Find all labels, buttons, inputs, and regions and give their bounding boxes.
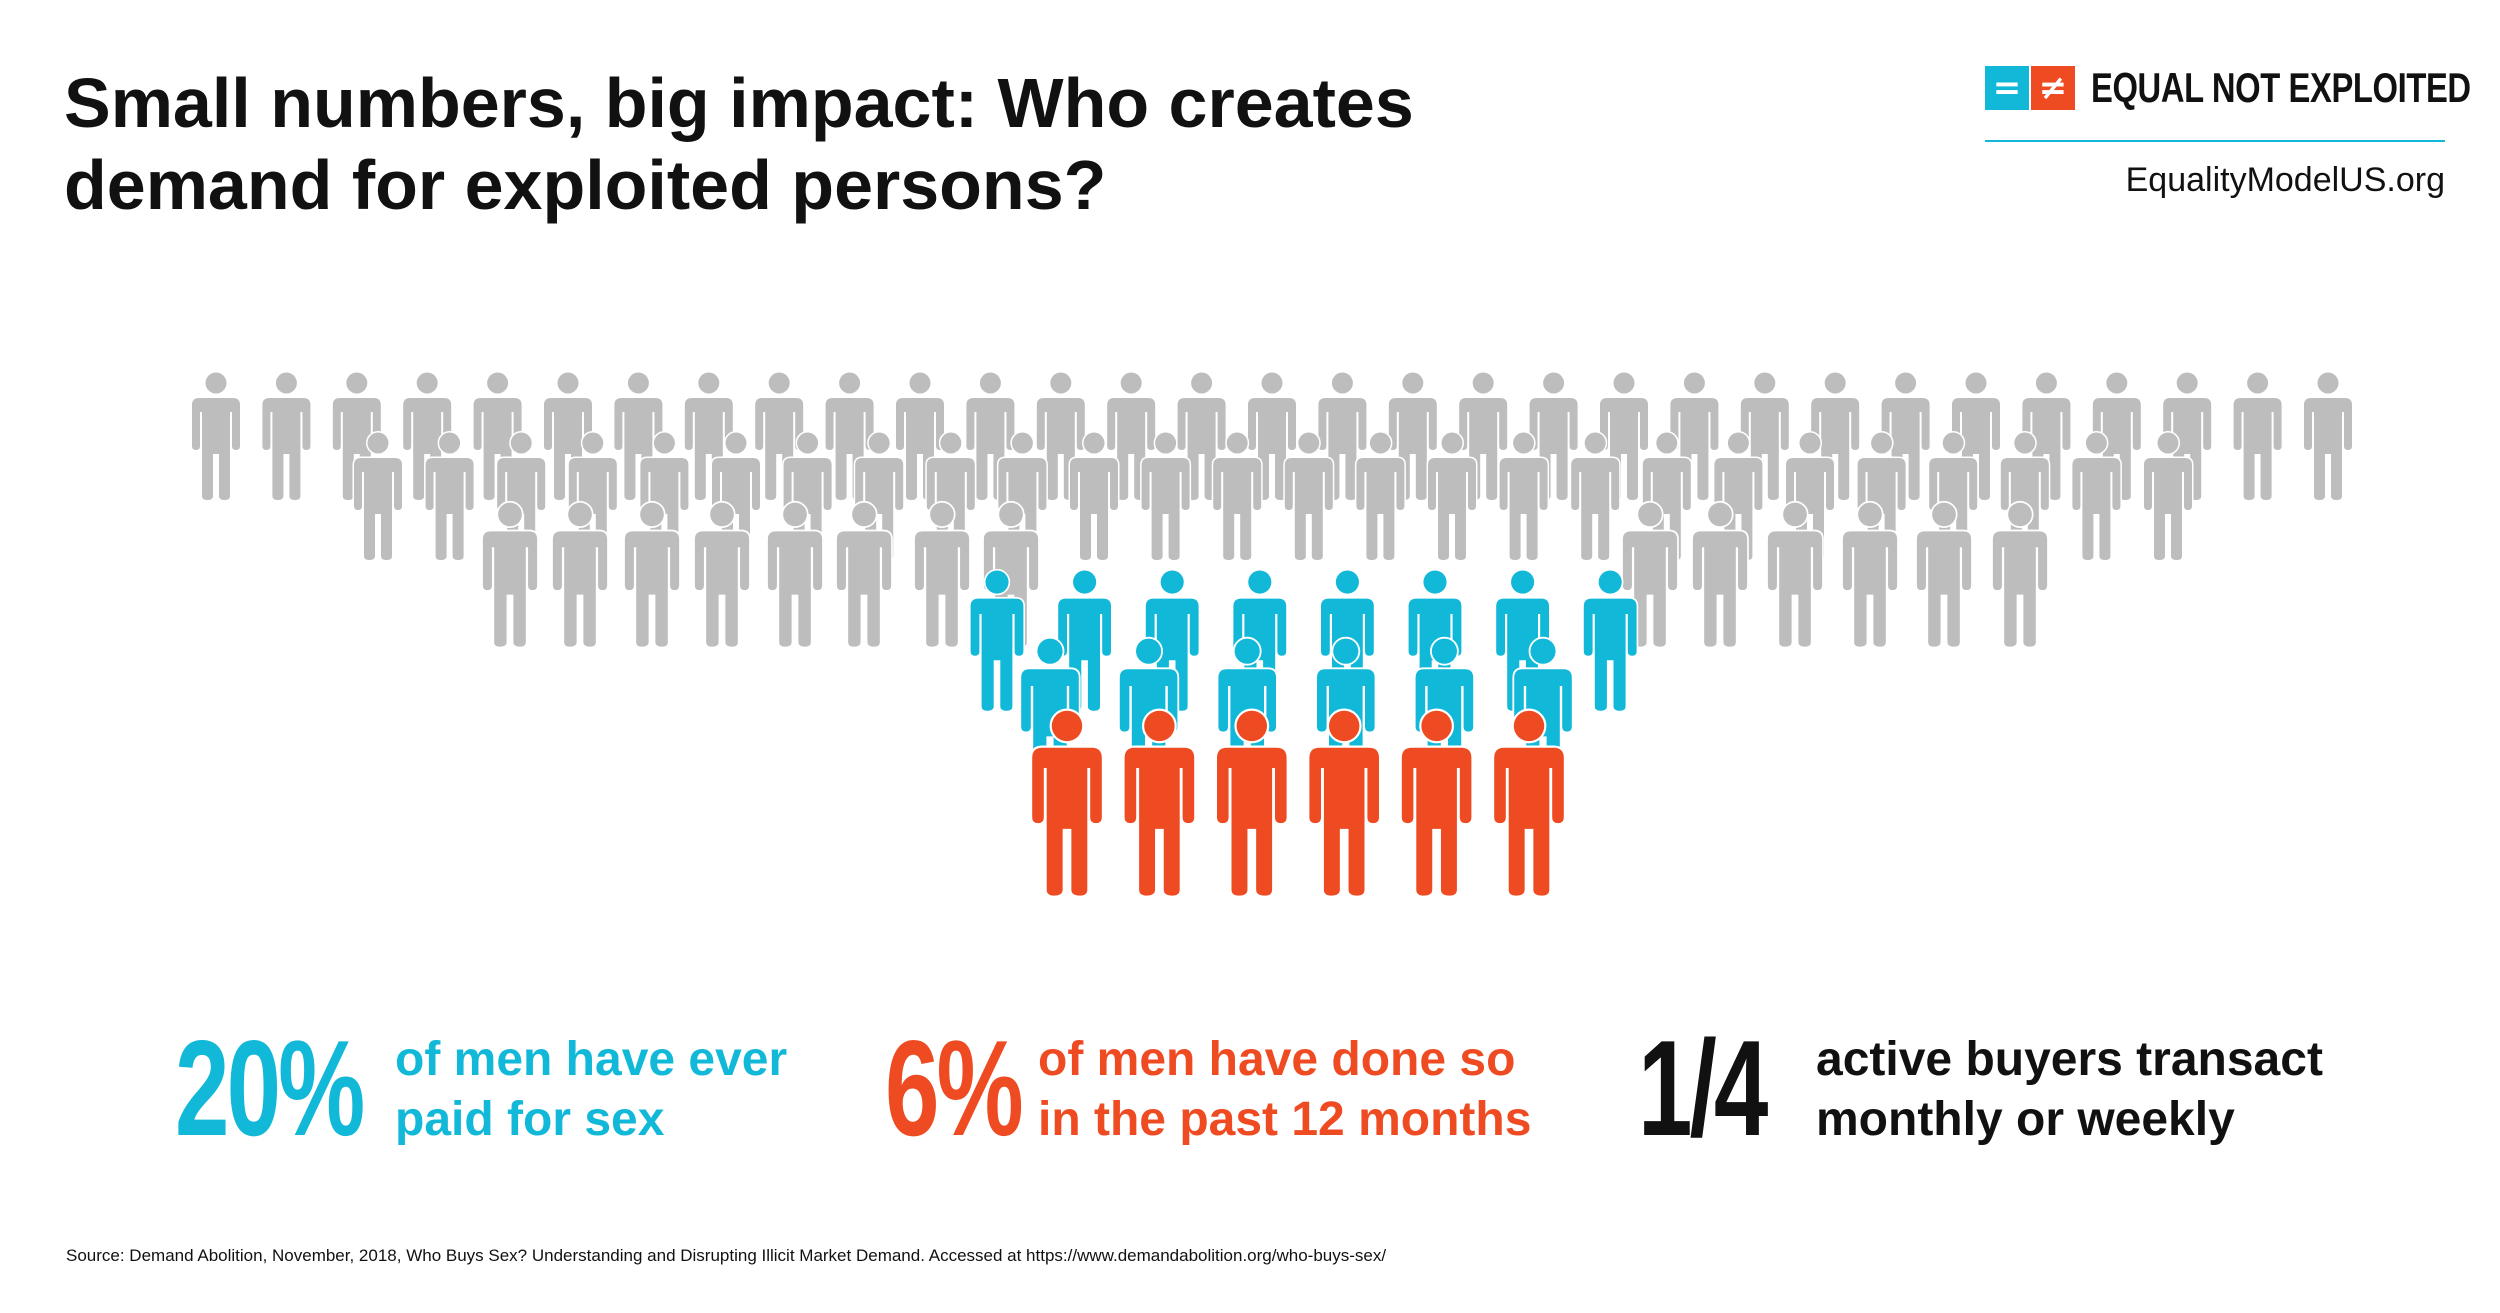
person-icon [352,431,404,562]
brand-url: EqualityModelUS.org [2125,161,2445,199]
person-icon [1991,500,2049,649]
person-icon [913,500,971,649]
person-icon [1498,431,1550,562]
person-icon [1582,568,1639,713]
stat-ever-paid: 20% of men have ever paid for sex [175,1018,875,1158]
brand-divider [1985,140,2445,142]
brand-name: EQUAL NOT EXPLOITED [2091,64,2471,111]
person-icon [1691,500,1749,649]
person-icon [1915,500,1973,649]
logo-not-equal-square: ≠ [2031,66,2075,110]
equal-not-equal-icon: = ≠ [1985,66,2075,110]
person-icon [766,500,824,649]
stat-past-year-line-1: of men have done so [1038,1033,1516,1086]
person-icon [1068,431,1120,562]
page-title-line-1: Small numbers, big impact: Who creates [64,64,1414,142]
person-icon [1307,708,1382,898]
person-icon [1569,431,1621,562]
person-icon [693,500,751,649]
person-icon [481,500,539,649]
stat-active-buyers-text: active buyers transact monthly or weekly [1816,1030,2323,1150]
person-icon [260,371,312,502]
person-icon [1492,708,1566,898]
person-icon [1399,708,1474,898]
person-icon [2142,431,2194,562]
stat-ever-paid-line-1: of men have ever [395,1033,788,1086]
logo-equal-square: = [1985,66,2029,110]
person-icon [623,500,681,649]
stat-active-buyers-line-1: active buyers transact [1816,1033,2323,1086]
person-icon [1214,708,1289,898]
person-icon [1030,708,1104,898]
brand-block: = ≠ EQUAL NOT EXPLOITED EqualityModelUS.… [1985,62,2471,202]
stat-past-year-number: 6% [885,1012,1024,1164]
person-icon [424,431,476,562]
person-icon [1766,500,1824,649]
stat-ever-paid-line-2: paid for sex [395,1093,665,1146]
stat-past-year-line-2: in the past 12 months [1038,1093,1532,1146]
stat-active-buyers-line-2: monthly or weekly [1816,1093,2235,1146]
person-icon [2302,371,2354,502]
person-icon [1841,500,1899,649]
stat-active-buyers-number: 1/4 [1638,1012,1768,1164]
page-title: Small numbers, big impact: Who creates d… [64,62,1564,226]
crowd-illustration [190,371,2354,898]
person-icon [835,500,893,649]
person-icon [1122,708,1197,898]
person-icon [1354,431,1406,562]
person-icon [2070,431,2122,562]
person-icon [968,568,1026,713]
page-title-line-2: demand for exploited persons? [64,146,1107,224]
stat-active-buyers: 1/4 active buyers transact monthly or we… [1638,1018,2458,1158]
stat-ever-paid-number: 20% [175,1012,365,1164]
person-icon [551,500,609,649]
person-icon [1211,431,1263,562]
stat-past-year-text: of men have done so in the past 12 month… [1038,1030,1531,1150]
person-icon [1426,431,1478,562]
source-citation: Source: Demand Abolition, November, 2018… [66,1246,1387,1265]
stat-past-year: 6% of men have done so in the past 12 mo… [885,1018,1585,1158]
person-icon [190,371,242,502]
person-icon [1140,431,1192,562]
person-icon [1283,431,1335,562]
person-icon [2232,371,2284,502]
stat-ever-paid-text: of men have ever paid for sex [395,1030,787,1150]
